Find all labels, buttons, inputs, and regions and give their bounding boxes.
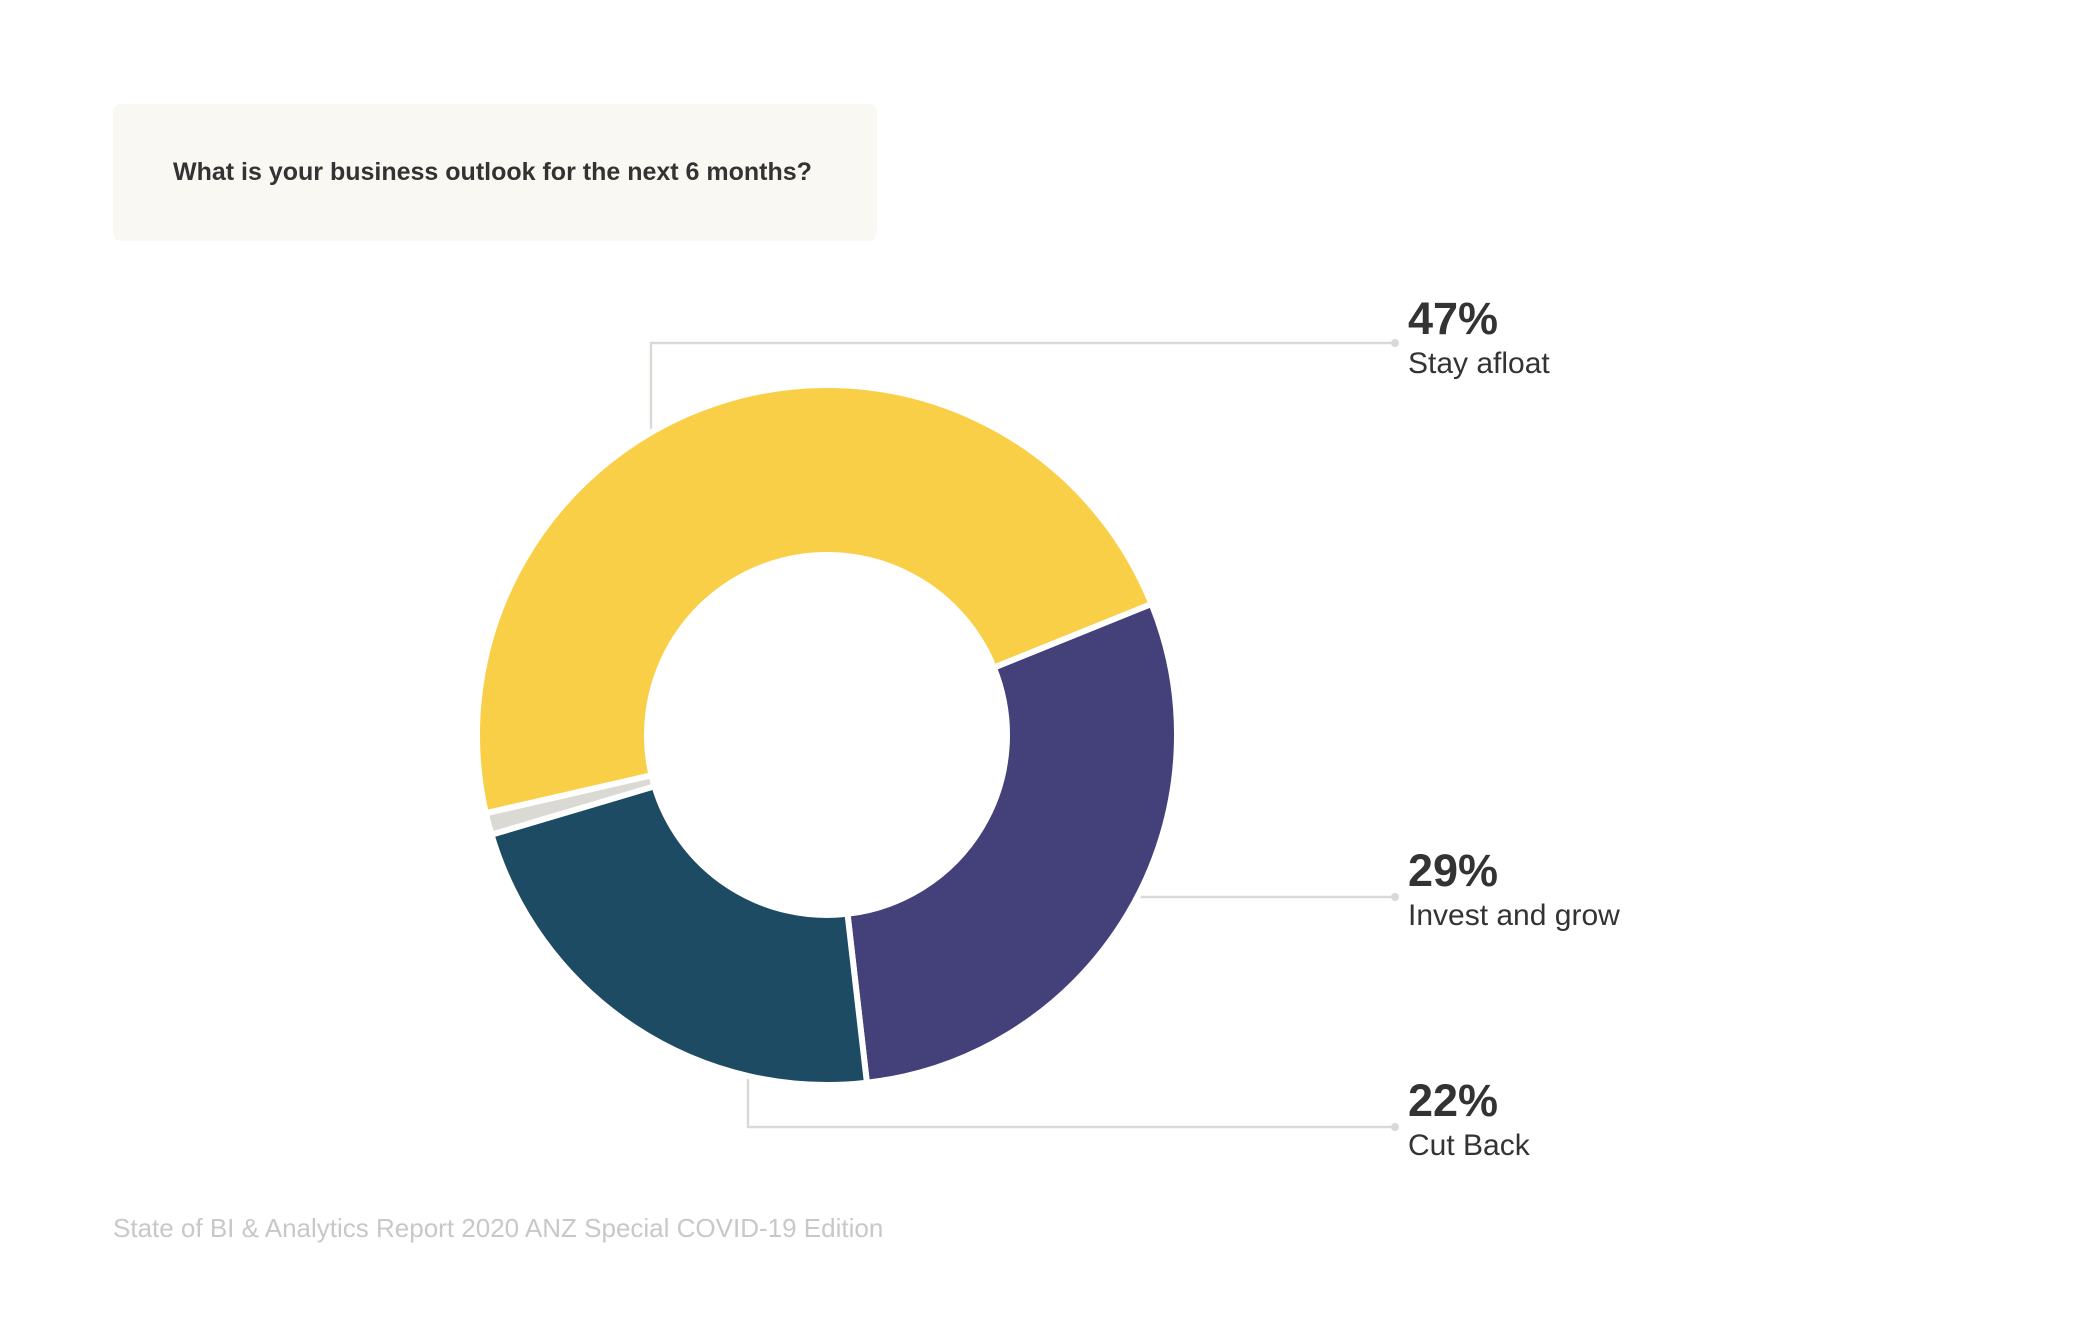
pct-cut-back: 22% — [1408, 1075, 1499, 1126]
leader-stay-afloat-dot — [1391, 339, 1399, 347]
question-title: What is your business outlook for the ne… — [173, 158, 812, 186]
leader-stay-afloat — [649, 341, 1395, 432]
name-stay-afloat: Stay afloat — [1408, 347, 1550, 380]
label-cut-back: 22% Cut Back — [1408, 1078, 1530, 1164]
footer-source: State of BI & Analytics Report 2020 ANZ … — [113, 1213, 884, 1243]
name-cut-back: Cut Back — [1408, 1129, 1530, 1162]
name-invest-and-grow: Invest and grow — [1408, 899, 1620, 932]
slice-invest-and-grow — [844, 599, 1180, 1087]
pct-invest-and-grow: 29% — [1408, 845, 1499, 896]
pct-stay-afloat: 47% — [1408, 293, 1499, 344]
slice-stay-afloat — [474, 382, 1156, 817]
leader-invest-and-grow-dot — [1391, 893, 1399, 901]
leader-cut-back — [746, 1075, 1395, 1129]
label-invest-and-grow: 29% Invest and grow — [1408, 848, 1620, 934]
question-box: What is your business outlook for the ne… — [113, 104, 877, 241]
label-stay-afloat: 47% Stay afloat — [1408, 296, 1550, 382]
leader-cut-back-dot — [1391, 1123, 1399, 1131]
slice-cut-back — [487, 782, 871, 1088]
